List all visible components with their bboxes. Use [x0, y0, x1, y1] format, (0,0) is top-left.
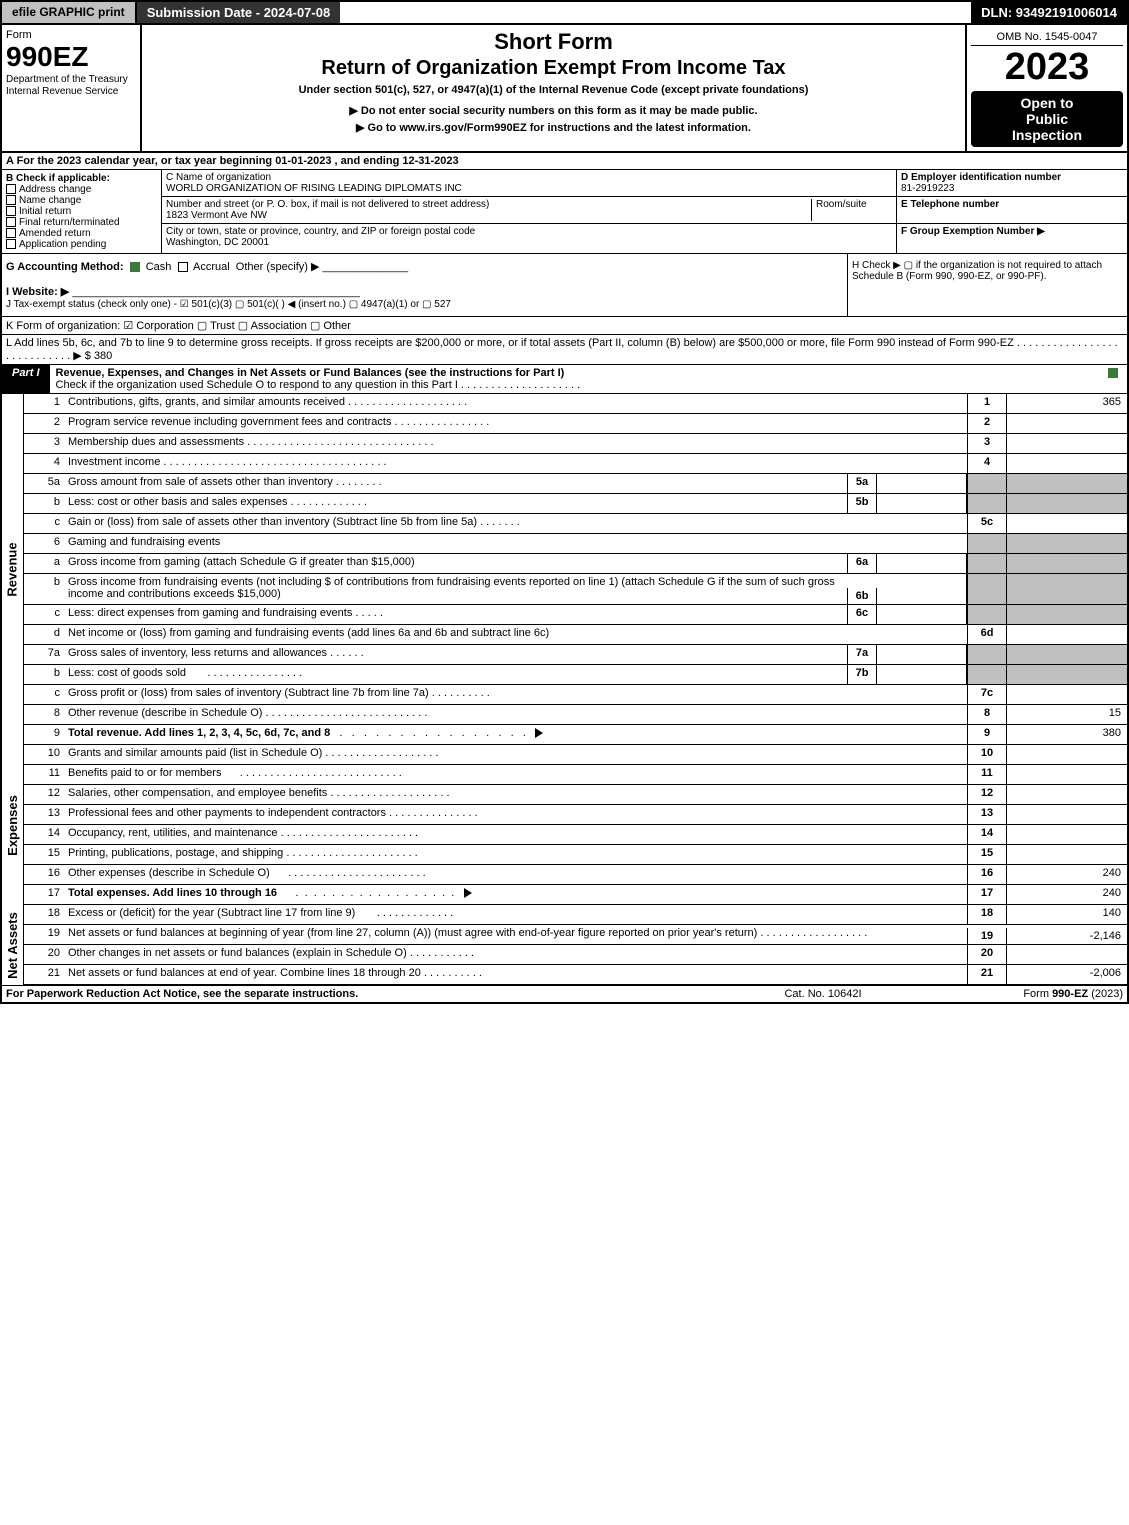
goto-link[interactable]: ▶ Go to www.irs.gov/Form990EZ for instru…	[146, 121, 961, 134]
chk-application-pending[interactable]	[6, 239, 16, 249]
expenses-group: Expenses 10Grants and similar amounts pa…	[0, 745, 1129, 905]
street-label: Number and street (or P. O. box, if mail…	[166, 199, 489, 210]
part1-title: Revenue, Expenses, and Changes in Net As…	[56, 367, 565, 379]
ein-value: 81-2919223	[901, 183, 954, 194]
revenue-sidelabel: Revenue	[5, 542, 20, 596]
section-g: G Accounting Method: Cash Accrual Other …	[2, 254, 847, 316]
footer-catno: Cat. No. 10642I	[723, 988, 923, 1000]
chk-cash[interactable]	[130, 262, 140, 272]
section-de: D Employer identification number81-29192…	[897, 170, 1127, 253]
section-i: I Website: ▶	[6, 286, 69, 298]
chk-amended[interactable]	[6, 228, 16, 238]
tax-year: 2023	[971, 46, 1123, 89]
subtitle: Under section 501(c), 527, or 4947(a)(1)…	[146, 84, 961, 96]
section-a: A For the 2023 calendar year, or tax yea…	[0, 153, 1129, 170]
footer: For Paperwork Reduction Act Notice, see …	[0, 985, 1129, 1004]
chk-address-change[interactable]	[6, 184, 16, 194]
section-k: K Form of organization: ☑ Corporation ▢ …	[0, 317, 1129, 335]
section-h: H Check ▶ ▢ if the organization is not r…	[847, 254, 1127, 316]
block-bcde: B Check if applicable: Address change Na…	[0, 170, 1129, 254]
part1-check-text: Check if the organization used Schedule …	[56, 379, 458, 391]
chk-initial-return[interactable]	[6, 206, 16, 216]
part1-header: Part I Revenue, Expenses, and Changes in…	[0, 365, 1129, 394]
inspection-box: Open to Public Inspection	[971, 91, 1123, 147]
form-number: 990EZ	[6, 41, 136, 73]
section-l: L Add lines 5b, 6c, and 7b to line 9 to …	[0, 335, 1129, 365]
expenses-sidelabel: Expenses	[5, 795, 20, 856]
form-header: Form 990EZ Department of the Treasury In…	[0, 25, 1129, 153]
dept-irs: Internal Revenue Service	[6, 86, 118, 97]
section-c: C Name of organization WORLD ORGANIZATIO…	[162, 170, 897, 253]
revenue-group: Revenue 1Contributions, gifts, grants, a…	[0, 394, 1129, 745]
ssn-warning: ▶ Do not enter social security numbers o…	[146, 104, 961, 117]
chk-schedule-o[interactable]	[1108, 368, 1118, 378]
name-label: C Name of organization	[166, 172, 271, 183]
chk-final-return[interactable]	[6, 217, 16, 227]
top-bar: efile GRAPHIC print Submission Date - 20…	[0, 0, 1129, 25]
row-gh: G Accounting Method: Cash Accrual Other …	[0, 254, 1129, 317]
city-label: City or town, state or province, country…	[166, 226, 475, 237]
omb-number: OMB No. 1545-0047	[971, 29, 1123, 46]
chk-name-change[interactable]	[6, 195, 16, 205]
efile-print-button[interactable]: efile GRAPHIC print	[2, 2, 137, 23]
org-name: WORLD ORGANIZATION OF RISING LEADING DIP…	[166, 183, 462, 194]
section-j: J Tax-exempt status (check only one) - ☑…	[6, 299, 451, 310]
section-b: B Check if applicable: Address change Na…	[2, 170, 162, 253]
title-return: Return of Organization Exempt From Incom…	[146, 57, 961, 80]
form-word: Form	[6, 29, 136, 41]
footer-paperwork: For Paperwork Reduction Act Notice, see …	[6, 988, 723, 1000]
street: 1823 Vermont Ave NW	[166, 210, 267, 221]
phone-label: E Telephone number	[901, 199, 999, 210]
group-exemption: F Group Exemption Number ▶	[901, 226, 1045, 237]
ein-label: D Employer identification number	[901, 172, 1061, 183]
city: Washington, DC 20001	[166, 237, 269, 248]
netassets-group: Net Assets 18Excess or (deficit) for the…	[0, 905, 1129, 985]
submission-date: Submission Date - 2024-07-08	[137, 2, 341, 23]
room-suite: Room/suite	[812, 199, 892, 221]
part1-label: Part I	[2, 365, 50, 393]
dln-label: DLN: 93492191006014	[971, 2, 1127, 23]
chk-accrual[interactable]	[178, 262, 188, 272]
title-short-form: Short Form	[146, 29, 961, 55]
dept-treasury: Department of the Treasury	[6, 74, 128, 85]
footer-formid: Form 990-EZ (2023)	[923, 988, 1123, 1000]
netassets-sidelabel: Net Assets	[5, 912, 20, 979]
